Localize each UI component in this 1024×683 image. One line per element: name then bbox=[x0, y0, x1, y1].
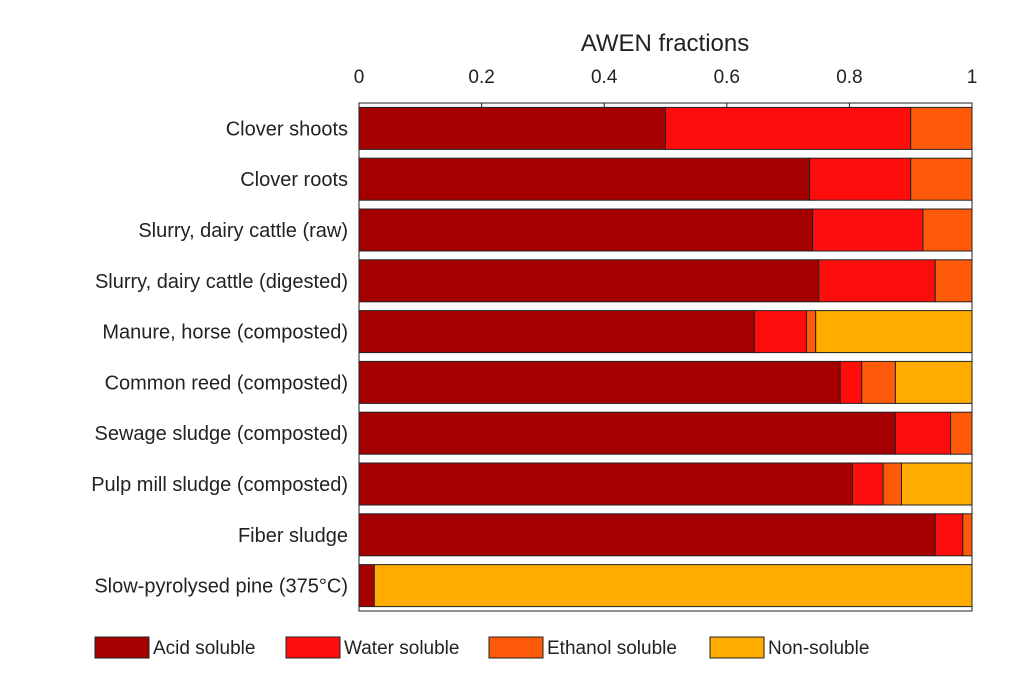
bar-segment bbox=[861, 360, 896, 404]
x-tick-label: 1 bbox=[967, 67, 978, 88]
bar-segment bbox=[805, 310, 817, 354]
x-tick-label: 0.4 bbox=[591, 67, 618, 88]
plot-frame bbox=[358, 102, 973, 612]
category-labels: Clover shoots Clover roots Slurry, dairy c… bbox=[91, 118, 348, 597]
category-label: Manure, horse (composted) bbox=[102, 322, 348, 344]
bar-segment bbox=[358, 310, 755, 354]
legend-swatch bbox=[94, 636, 150, 659]
x-tick-label: 0.2 bbox=[468, 67, 494, 88]
bar-segment bbox=[358, 106, 666, 150]
bar-segment bbox=[934, 513, 964, 557]
bar-segment bbox=[665, 106, 912, 150]
legend-label: Water soluble bbox=[344, 638, 459, 659]
category-label: Slurry, dairy cattle (raw) bbox=[138, 220, 348, 242]
bar-segment bbox=[910, 157, 973, 201]
x-axis-title: AWEN fractions bbox=[581, 30, 749, 57]
legend-swatch bbox=[709, 636, 765, 659]
legend-swatch bbox=[285, 636, 341, 659]
category-label: Clover roots bbox=[240, 169, 348, 191]
bar-segment bbox=[934, 259, 973, 303]
bar-segment bbox=[358, 360, 841, 404]
bar-segment bbox=[815, 310, 973, 354]
bar-segment bbox=[901, 462, 973, 506]
bar-segment bbox=[358, 157, 811, 201]
category-label: Slow-pyrolysed pine (375°C) bbox=[94, 576, 348, 598]
bar-segment bbox=[818, 259, 936, 303]
category-label: Common reed (composted) bbox=[105, 372, 348, 394]
legend-label: Acid soluble bbox=[153, 638, 255, 659]
bar-segment bbox=[894, 411, 952, 455]
legend-label: Ethanol soluble bbox=[547, 638, 677, 659]
bar-segment bbox=[839, 360, 863, 404]
legend-label: Non-soluble bbox=[768, 638, 869, 659]
bar-segment bbox=[922, 208, 973, 252]
bar-segment bbox=[809, 157, 912, 201]
bar-segment bbox=[358, 513, 936, 557]
bar-segment bbox=[358, 462, 853, 506]
bar-segment bbox=[358, 208, 814, 252]
bar-segment bbox=[373, 564, 973, 608]
legend: Acid soluble Water soluble Ethanol soluble… bbox=[94, 636, 869, 659]
category-label: Pulp mill sludge (composted) bbox=[91, 474, 348, 496]
x-tick-label: 0.8 bbox=[836, 67, 862, 88]
x-tick-label: 0.6 bbox=[714, 67, 740, 88]
bar-segment bbox=[882, 462, 903, 506]
category-label: Clover shoots bbox=[226, 118, 348, 140]
bar-segment bbox=[358, 564, 375, 608]
category-label: Slurry, dairy cattle (digested) bbox=[95, 271, 348, 293]
bar-segment bbox=[950, 411, 973, 455]
bar-segment bbox=[358, 411, 896, 455]
bar-segment bbox=[910, 106, 973, 150]
bar-segment bbox=[753, 310, 807, 354]
bar-segment bbox=[812, 208, 924, 252]
bar-segment bbox=[962, 513, 973, 557]
bar-segment bbox=[358, 259, 820, 303]
category-label: Fiber sludge bbox=[238, 525, 348, 547]
category-label: Sewage sludge (composted) bbox=[95, 423, 348, 445]
bars bbox=[358, 106, 973, 608]
bar-segment bbox=[851, 462, 884, 506]
x-tick-label: 0 bbox=[354, 67, 365, 88]
legend-swatch bbox=[488, 636, 544, 659]
bar-segment bbox=[894, 360, 973, 404]
